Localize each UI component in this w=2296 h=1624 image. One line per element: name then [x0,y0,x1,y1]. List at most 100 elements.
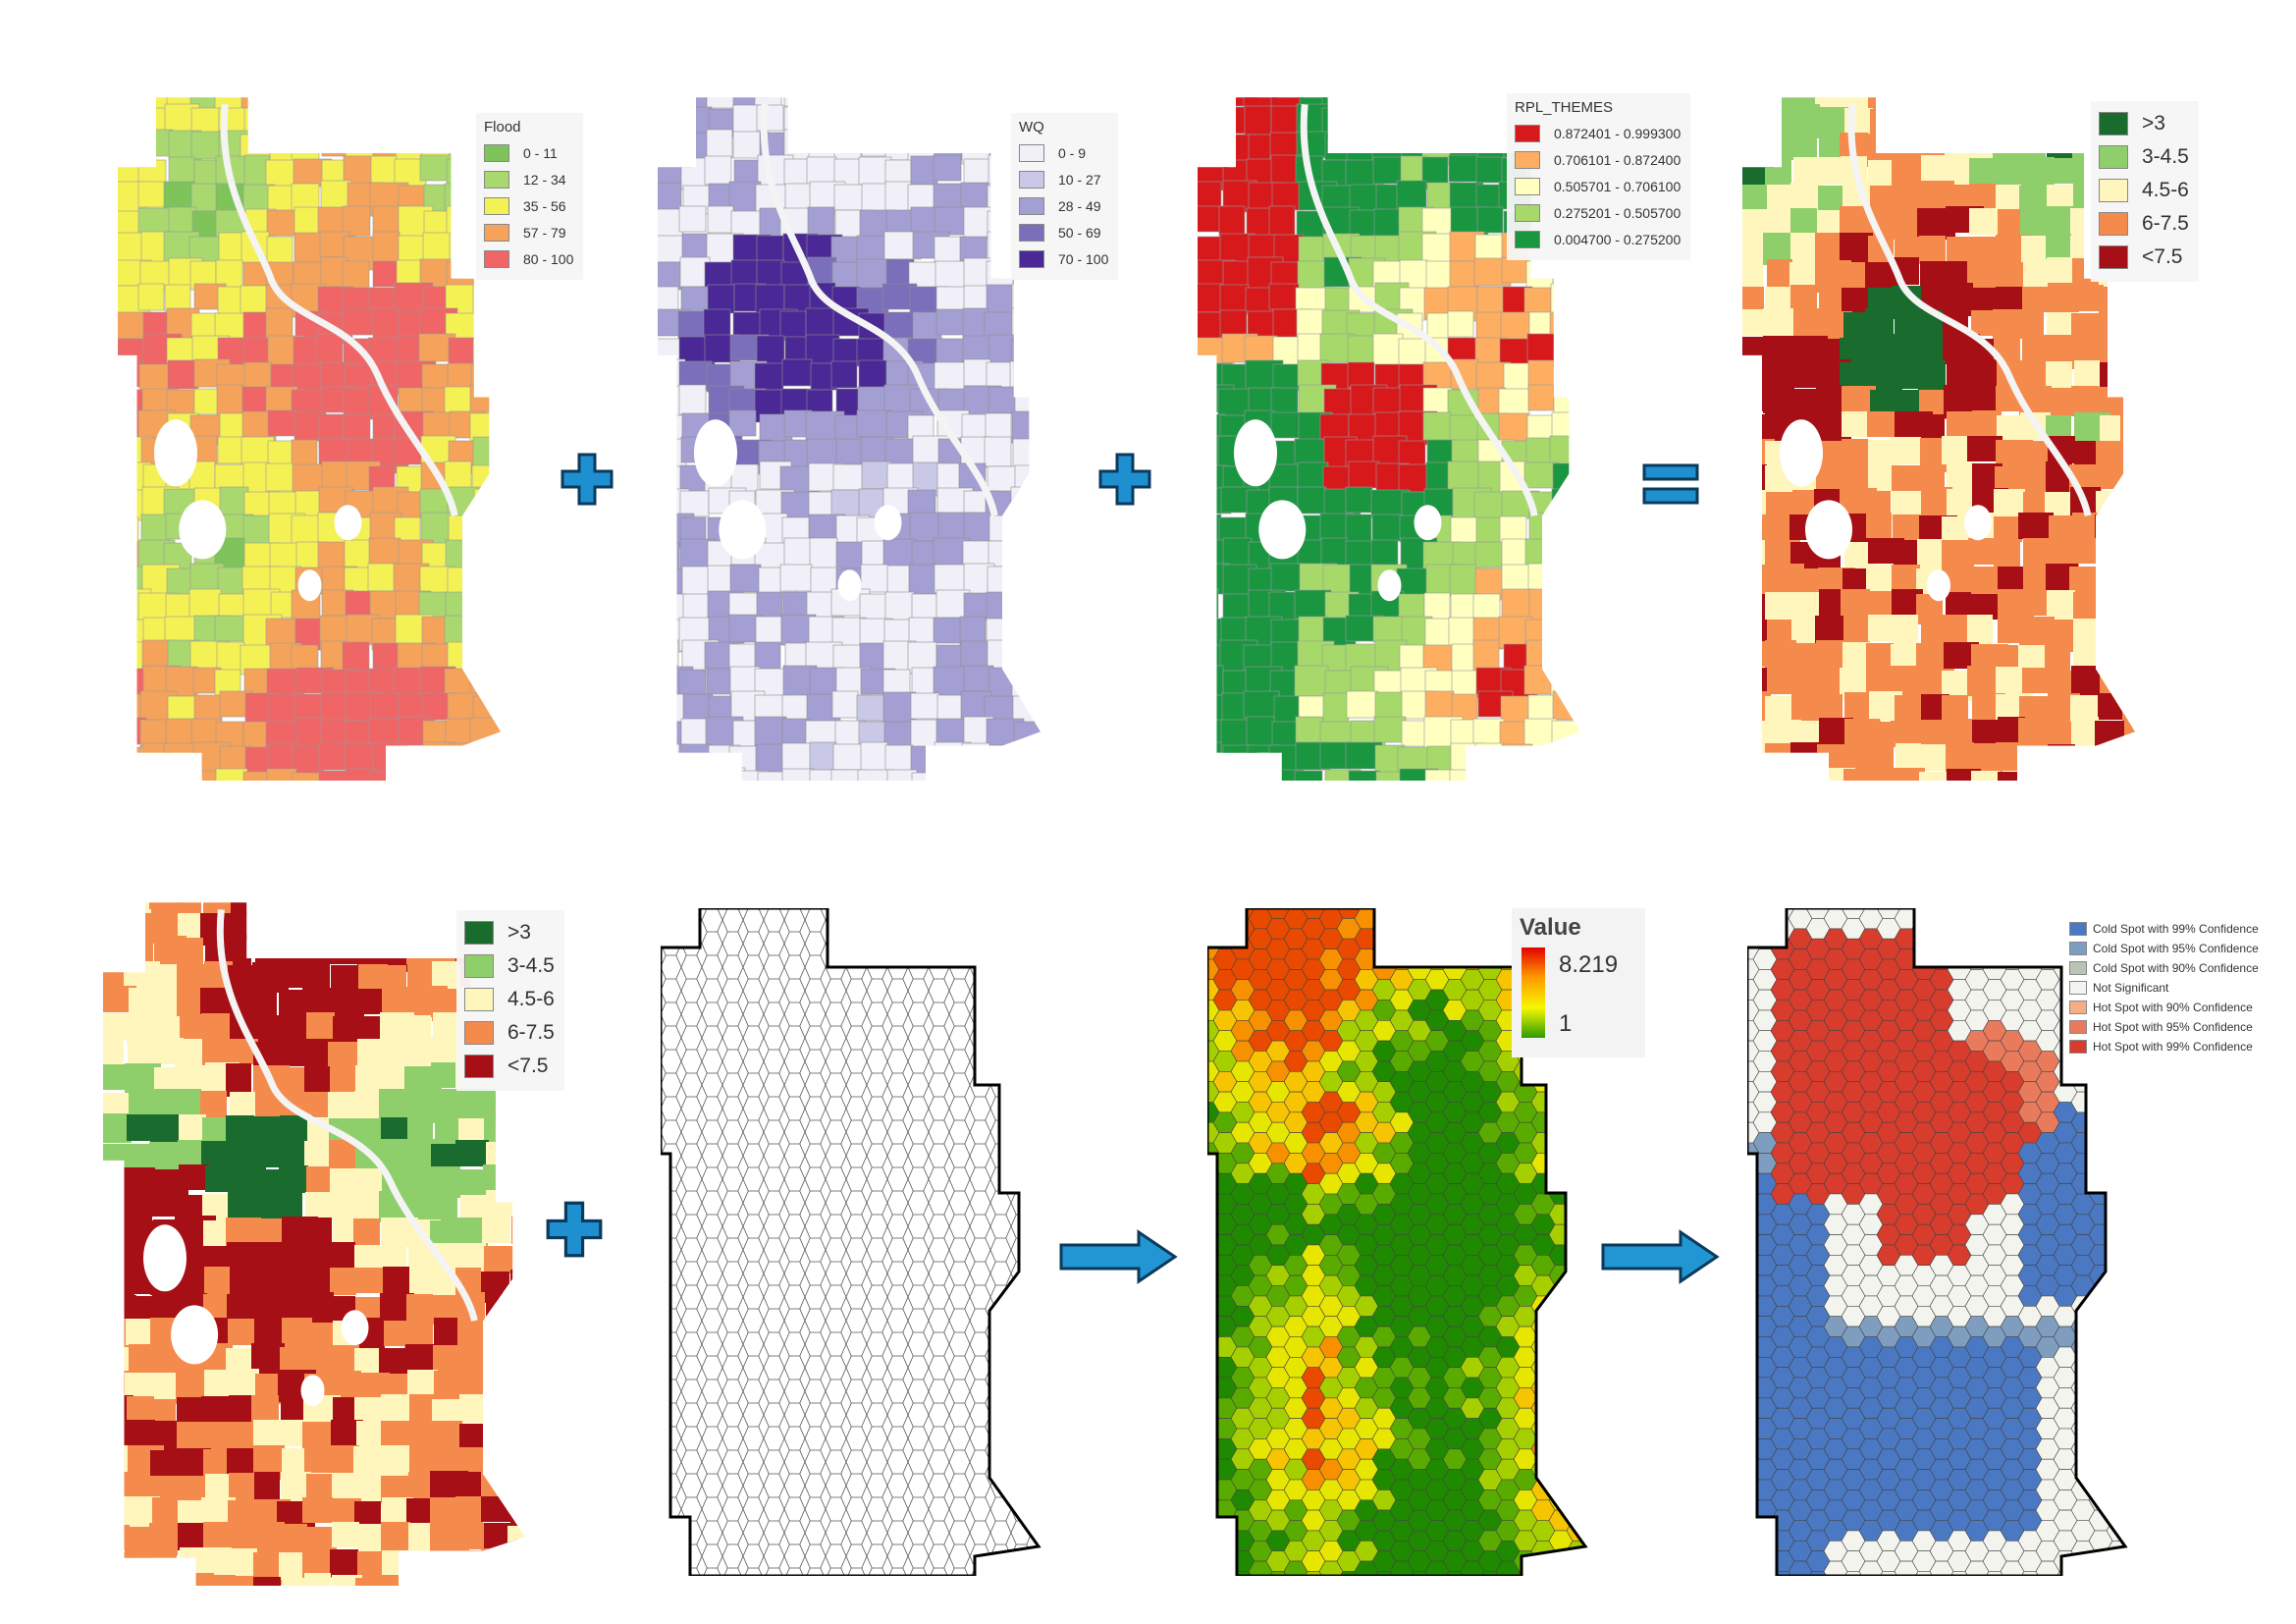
map-patch [987,772,1019,781]
map-patch [1012,308,1041,343]
map-patch [304,1573,331,1586]
map-patch [482,1218,510,1243]
map-patch [833,464,866,490]
map-patch [510,1270,525,1300]
map-patch [217,642,244,672]
map-patch [658,236,683,262]
map-patch [423,742,456,774]
map-patch [934,155,961,181]
map-patch [165,285,190,311]
hex-cell [2106,1071,2125,1093]
composite-legend-item: >3 [464,916,555,949]
flood-legend: Flood 0 - 11 12 - 34 35 - 56 57 - 79 80 … [476,113,584,280]
hex-cell [1602,1357,1620,1378]
hex-cell [1602,1378,1620,1398]
hex-cell [2106,1357,2125,1379]
map-patch [279,1552,306,1580]
hex-cell [2088,1407,2113,1430]
map-patch [509,1399,525,1432]
map-patch [126,1167,155,1196]
map-patch [988,541,1025,567]
flood-panel: Flood 0 - 11 12 - 34 35 - 56 57 - 79 80 … [118,83,589,781]
map-patch [1918,83,1949,110]
plus-icon [546,1201,603,1258]
map-patch [810,770,844,781]
map-patch [1998,772,2033,781]
map-patch [204,1370,231,1396]
map-patch [281,1014,307,1041]
map-patch [1399,441,1425,466]
map-patch [292,515,322,544]
value-gradient [1522,947,1545,1038]
map-patch [457,1577,491,1586]
map-patch [2100,362,2135,390]
map-patch [1526,640,1559,670]
hex-cell [2142,1337,2160,1358]
map-patch [149,1142,183,1172]
map-patch [1552,721,1580,749]
map-patch [1894,109,1927,135]
map-patch [343,309,377,335]
hex-cell [2106,1336,2125,1358]
map-patch [435,1575,472,1586]
hex-cell [1602,1173,1620,1194]
hex-cell [2142,1173,2160,1194]
flood-legend-item: 57 - 79 [484,219,573,245]
map-patch [1012,542,1041,574]
map-patch [934,362,967,394]
hex-cell [2106,1479,2125,1501]
hex-cell [1477,908,1503,919]
map-patch [810,538,837,570]
hex-cell [1212,1541,1238,1562]
map-patch [317,334,343,362]
map-patch [1765,640,1796,673]
map-patch [1554,364,1580,397]
hex-cell [1583,1469,1585,1490]
map-patch [228,1369,259,1397]
map-patch [179,1114,206,1142]
hex-cell [1602,1438,1620,1459]
hex-cell [2142,1255,2160,1275]
map-patch [1551,284,1580,317]
map-patch [1742,83,1780,116]
map-patch [509,1370,525,1398]
map-patch [474,617,501,648]
lake [154,419,197,486]
hex-cell [2123,1183,2125,1205]
map-patch [244,108,282,142]
map-patch [510,1496,525,1523]
wq-map [658,83,1041,781]
map-patch [382,1139,408,1167]
map-patch [2125,466,2135,497]
hex-cell [1583,1306,1585,1327]
hex-cell [2088,1121,2113,1144]
hex-cell [1207,1530,1220,1551]
map-patch [2018,718,2055,743]
map-patch [1451,743,1483,773]
map-patch [150,1114,180,1147]
map-patch [471,543,501,568]
map-patch [1919,130,1946,157]
hex-cell [1602,1459,1620,1480]
map-patch [1869,768,1896,781]
map-patch [784,107,816,133]
hex-cell [1602,1561,1620,1576]
map-patch [1742,257,1763,288]
map-patch [1011,768,1041,781]
map-patch [1269,284,1299,309]
hex-cell [1424,928,1450,949]
rpl-legend: RPL_THEMES 0.872401 - 0.999300 0.706101 … [1507,93,1691,260]
hex-cell [1747,1550,1760,1572]
map-patch [473,437,501,468]
map-patch [1499,772,1537,781]
hotspot-legend: Cold Spot with 99% Confidence Cold Spot … [2061,913,2269,1064]
map-patch [658,183,681,210]
hex-cell [1207,1571,1220,1576]
map-patch [2096,491,2129,519]
hex-cell [1752,928,1778,949]
map-patch [229,1473,255,1500]
map-patch [1374,717,1406,742]
map-patch [1198,666,1223,695]
lake [875,505,902,540]
map-patch [1790,742,1819,770]
